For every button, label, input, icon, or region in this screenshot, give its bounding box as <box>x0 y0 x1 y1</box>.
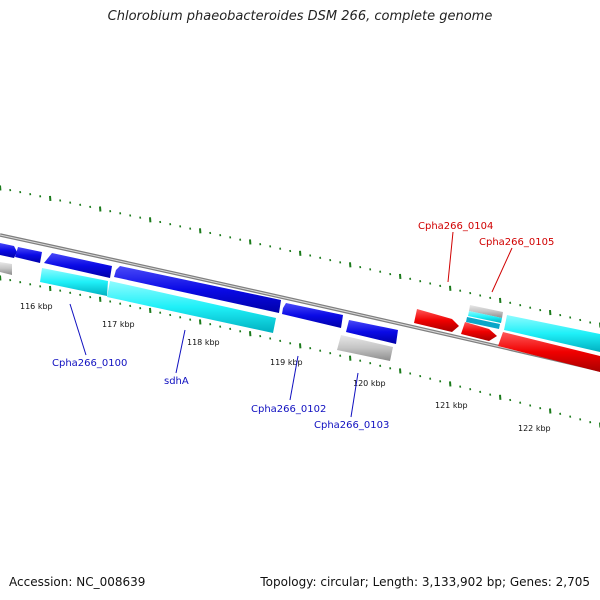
gene-arrow-reverse[interactable] <box>461 322 497 341</box>
gene-label-cpha266-0103[interactable]: Cpha266_0103 <box>314 420 389 431</box>
map-title: Chlorobium phaeobacteroides DSM 266, com… <box>107 9 493 24</box>
gene-label-cpha266-0102[interactable]: Cpha266_0102 <box>251 404 326 415</box>
gene-label-cpha266-0105[interactable]: Cpha266_0105 <box>479 237 554 248</box>
accession-info: Accession: NC_008639 <box>9 575 145 589</box>
outer-tick-row <box>0 185 600 328</box>
accession-label: Accession: <box>9 575 73 589</box>
tick-label: 119 kbp <box>270 358 303 367</box>
gene-label-sdha[interactable]: sdhA <box>164 376 189 387</box>
gene-label-cpha266-0100[interactable]: Cpha266_0100 <box>52 358 127 369</box>
gene-arrow-forward[interactable] <box>114 266 281 313</box>
gene-arrow-forward[interactable] <box>44 253 112 278</box>
tick-label: 116 kbp <box>20 302 53 311</box>
cds-block[interactable] <box>468 311 502 323</box>
rna-feature[interactable] <box>0 262 12 275</box>
cds-block[interactable] <box>504 315 600 352</box>
cds-block[interactable] <box>107 281 276 333</box>
tick-label: 117 kbp <box>102 320 135 329</box>
rna-feature[interactable] <box>337 335 393 361</box>
tick-label: 122 kbp <box>518 424 551 433</box>
gene-label-cpha266-0104[interactable]: Cpha266_0104 <box>418 221 493 232</box>
gene-arrow-forward[interactable] <box>0 243 17 258</box>
cds-block[interactable] <box>466 317 500 329</box>
gene-labels: Cpha266_0100 sdhA Cpha266_0102 Cpha266_0… <box>52 221 554 431</box>
gene-arrow-forward[interactable] <box>346 320 398 344</box>
tick-labels: 116 kbp 117 kbp 118 kbp 119 kbp 120 kbp … <box>20 302 551 433</box>
gene-arrow-forward[interactable] <box>15 247 42 263</box>
accession-value: NC_008639 <box>76 575 146 589</box>
tick-label: 118 kbp <box>187 338 220 347</box>
topology-info: Topology: circular; Length: 3,133,902 bp… <box>260 575 590 589</box>
gene-arrow-reverse[interactable] <box>498 332 600 372</box>
label-leaders <box>69 231 513 418</box>
tick-label: 120 kbp <box>353 379 386 388</box>
tick-label: 121 kbp <box>435 401 468 410</box>
inner-tick-row <box>0 275 600 428</box>
rna-feature[interactable] <box>469 305 503 318</box>
gene-arrow-reverse[interactable] <box>414 309 459 332</box>
cds-block[interactable] <box>40 268 108 296</box>
gene-features <box>0 243 600 372</box>
gene-arrow-forward[interactable] <box>282 303 343 328</box>
